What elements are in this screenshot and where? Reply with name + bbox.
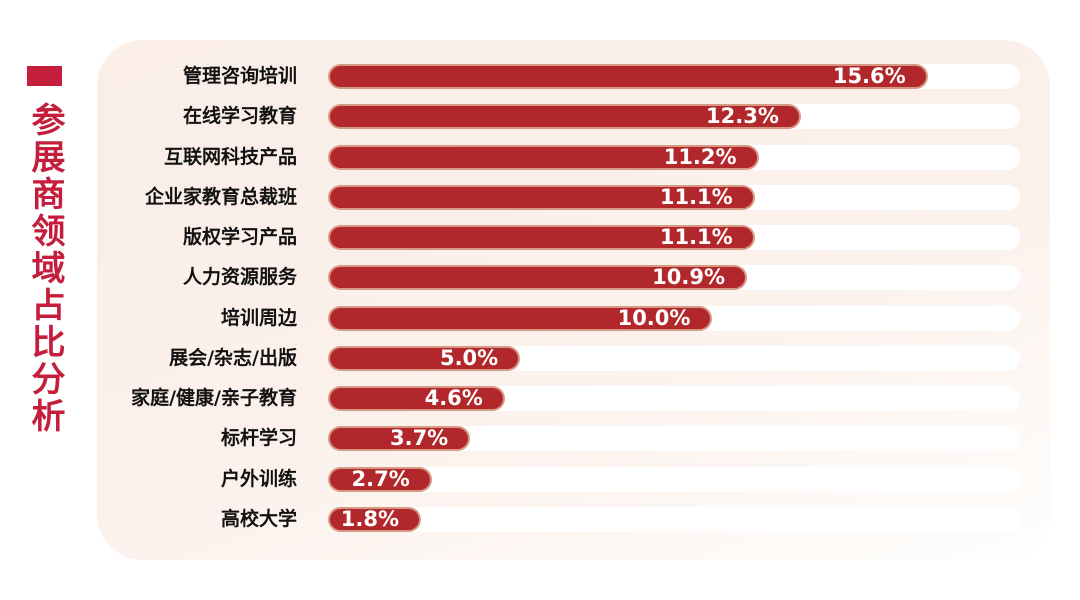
value-label: 11.2%	[663, 144, 737, 169]
title-accent-rectangle	[27, 66, 62, 86]
chart-card: 管理咨询培训 15.6% 在线学习教育 12.3% 互联网科技产品 11.2% …	[97, 40, 1050, 560]
bar-row: 户外训练 2.7%	[117, 466, 1020, 492]
bar-row: 展会/杂志/出版 5.0%	[117, 345, 1020, 371]
bar-row: 培训周边 10.0%	[117, 305, 1020, 331]
bar-row: 人力资源服务 10.9%	[117, 265, 1020, 291]
bar-track: 4.6%	[328, 386, 1020, 412]
category-label: 展会/杂志/出版	[169, 346, 297, 369]
value-label: 10.0%	[617, 305, 691, 330]
bar-track: 2.7%	[328, 466, 1020, 492]
bar: 1.8%	[328, 506, 421, 532]
category-label: 标杆学习	[220, 427, 297, 450]
value-label: 12.3%	[706, 104, 779, 129]
bar: 11.2%	[328, 144, 759, 170]
value-label: 2.7%	[351, 466, 410, 491]
value-label: 11.1%	[659, 184, 733, 209]
bar: 3.7%	[328, 426, 471, 452]
category-label: 人力资源服务	[182, 266, 297, 289]
bar-track: 3.7%	[328, 426, 1020, 452]
bar: 10.9%	[328, 265, 748, 291]
bar-track: 11.1%	[328, 225, 1020, 251]
bar-row: 在线学习教育 12.3%	[117, 104, 1020, 130]
value-label: 3.7%	[389, 426, 449, 451]
bar-track: 10.0%	[328, 305, 1020, 331]
bar: 5.0%	[328, 345, 521, 371]
value-label: 4.6%	[424, 386, 483, 411]
bar-row: 互联网科技产品 11.2%	[117, 144, 1020, 170]
value-label: 10.9%	[652, 265, 726, 290]
bar: 12.3%	[328, 104, 801, 130]
category-label: 企业家教育总裁班	[144, 185, 297, 208]
bar-row: 管理咨询培训 15.6%	[117, 64, 1020, 89]
category-label: 培训周边	[220, 306, 297, 329]
bar: 11.1%	[328, 225, 755, 251]
bar-track: 1.8%	[328, 506, 1020, 532]
bar: 4.6%	[328, 386, 505, 412]
value-label: 11.1%	[659, 225, 733, 250]
category-label: 在线学习教育	[182, 105, 297, 128]
value-label: 15.6%	[832, 64, 906, 88]
category-label: 管理咨询培训	[182, 65, 297, 87]
category-label: 版权学习产品	[182, 226, 297, 249]
value-label: 5.0%	[439, 345, 499, 370]
bar-track: 11.2%	[328, 144, 1020, 170]
chart-title: 参展商领域占比分析	[25, 102, 65, 435]
category-label: 互联网科技产品	[163, 145, 297, 168]
category-label: 高校大学	[220, 507, 297, 530]
value-label: 1.8%	[340, 506, 399, 531]
bar: 15.6%	[328, 64, 928, 89]
bar-track: 12.3%	[328, 104, 1020, 130]
category-label: 家庭/健康/亲子教育	[131, 387, 297, 410]
bar-row: 家庭/健康/亲子教育 4.6%	[117, 386, 1020, 412]
bar-track: 5.0%	[328, 345, 1020, 371]
bar-row: 版权学习产品 11.1%	[117, 225, 1020, 251]
bar-row: 标杆学习 3.7%	[117, 426, 1020, 452]
category-label: 户外训练	[220, 467, 297, 490]
bar-row: 高校大学 1.8%	[117, 506, 1020, 532]
chart-title-block: 参展商领域占比分析	[25, 66, 65, 435]
bar-track: 10.9%	[328, 265, 1020, 291]
bar-chart: 管理咨询培训 15.6% 在线学习教育 12.3% 互联网科技产品 11.2% …	[117, 64, 1020, 532]
bar: 2.7%	[328, 466, 432, 492]
bar-row: 企业家教育总裁班 11.1%	[117, 184, 1020, 210]
bar: 10.0%	[328, 305, 713, 331]
bar-track: 11.1%	[328, 184, 1020, 210]
bar-track: 15.6%	[328, 64, 1020, 89]
bar: 11.1%	[328, 184, 755, 210]
